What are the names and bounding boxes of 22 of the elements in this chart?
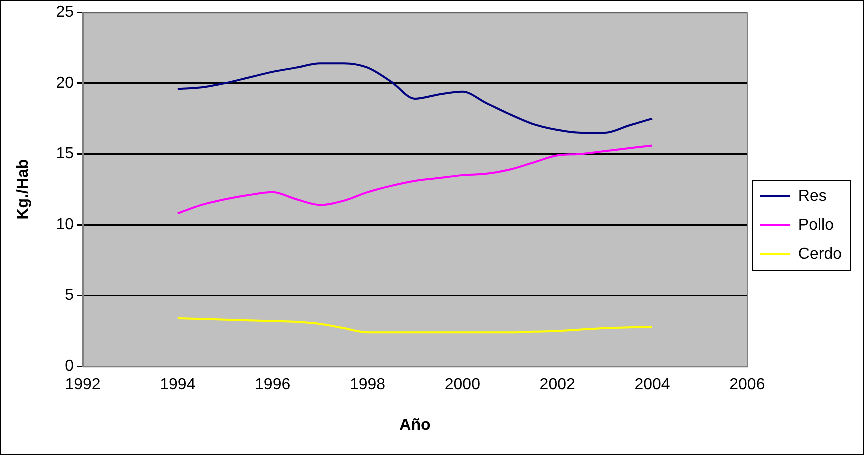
y-tick-label: 5	[65, 287, 74, 304]
y-tick-label: 20	[56, 74, 74, 92]
legend-label: Cerdo	[798, 246, 842, 263]
x-tick-label: 2002	[540, 376, 576, 394]
x-tick-label: 2000	[444, 376, 481, 394]
x-tick-label: 1994	[160, 376, 196, 394]
line-series	[176, 317, 654, 334]
y-tick-label: 15	[56, 146, 74, 163]
x-tick-label: 1998	[350, 376, 386, 394]
y-tick-label: 10	[56, 216, 74, 234]
y-tick-label: 25	[56, 4, 74, 22]
y-axis-title: Kg./Hab	[15, 159, 32, 220]
x-axis-title: Año	[400, 416, 431, 434]
x-tick-label: 1996	[255, 376, 291, 394]
legend-label: Res	[798, 188, 827, 205]
x-tick-label: 2004	[634, 376, 670, 394]
x-tick-label: 2006	[730, 376, 766, 394]
line-series	[176, 62, 654, 134]
y-tick-label: 0	[65, 358, 74, 376]
legend-label: Pollo	[798, 216, 834, 234]
x-tick-label: 1992	[65, 376, 101, 394]
line-series	[176, 144, 654, 215]
